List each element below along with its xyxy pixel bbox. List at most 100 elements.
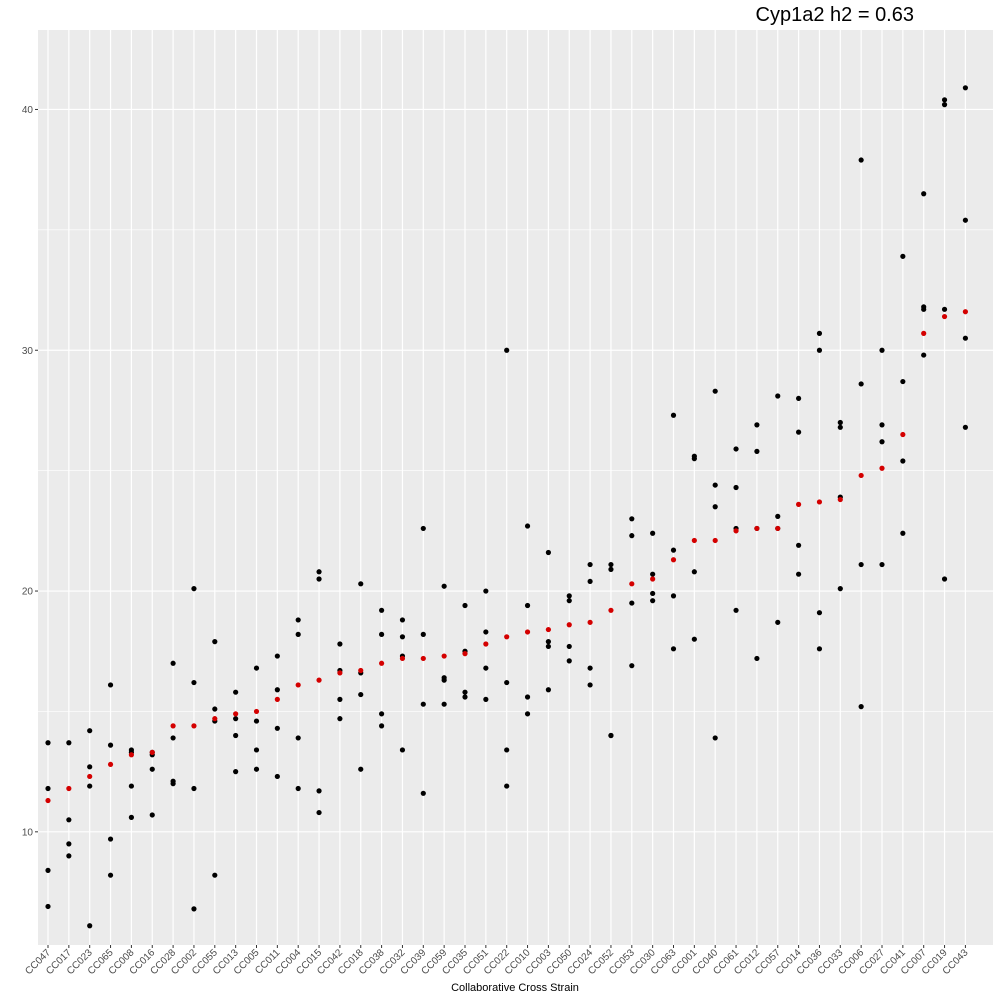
data-point: [45, 740, 51, 746]
mean-point: [462, 651, 468, 657]
mean-point: [87, 773, 93, 780]
data-point: [900, 530, 906, 536]
data-point: [941, 576, 948, 582]
data-point: [879, 347, 885, 353]
chart-title: Cyp1a2 h2 = 0.63: [756, 4, 914, 26]
data-point: [87, 728, 93, 734]
data-point: [733, 446, 739, 452]
data-point: [900, 378, 906, 385]
data-point: [670, 412, 677, 418]
mean-point: [420, 655, 426, 662]
mean-point: [962, 309, 969, 315]
data-point: [170, 781, 176, 787]
data-point: [420, 631, 426, 637]
data-point: [629, 663, 635, 669]
data-point: [879, 561, 885, 568]
mean-point: [107, 761, 114, 768]
data-point: [87, 783, 93, 789]
data-point: [274, 687, 280, 693]
data-point: [545, 639, 552, 645]
observed-points: [45, 85, 969, 929]
data-point: [191, 906, 197, 912]
data-point: [295, 617, 301, 623]
data-point: [295, 735, 301, 741]
data-point: [587, 561, 593, 568]
data-point: [816, 610, 823, 616]
data-point: [921, 352, 927, 358]
data-point: [420, 790, 426, 796]
data-point: [775, 393, 781, 399]
data-point: [566, 643, 572, 650]
data-point: [524, 523, 531, 529]
mean-point: [587, 619, 593, 625]
data-point: [858, 157, 864, 163]
data-point: [545, 687, 552, 693]
data-point: [399, 617, 406, 623]
data-point: [483, 665, 489, 671]
data-point: [796, 429, 802, 435]
data-point: [587, 665, 593, 671]
data-point: [233, 716, 239, 722]
mean-point: [816, 499, 823, 505]
data-point: [816, 347, 823, 353]
data-point: [775, 619, 781, 625]
data-point: [191, 785, 197, 792]
data-point: [483, 588, 489, 594]
data-point: [274, 773, 280, 780]
data-point: [462, 602, 468, 609]
data-point: [316, 809, 322, 816]
mean-point: [608, 607, 614, 613]
x-axis: CC047CC017CC023CC065CC008CC016CC028CC002…: [23, 945, 971, 977]
data-point: [253, 718, 260, 724]
data-point: [170, 660, 176, 666]
mean-point: [212, 716, 218, 722]
mean-point: [775, 525, 781, 532]
mean-point: [379, 660, 385, 666]
data-point: [212, 639, 218, 645]
data-point: [504, 747, 510, 753]
mean-point: [900, 431, 906, 438]
mean-point: [337, 670, 343, 676]
data-point: [754, 448, 760, 454]
data-point: [66, 841, 72, 847]
data-point: [379, 631, 385, 637]
data-point: [650, 530, 656, 536]
mean-point: [545, 626, 552, 633]
y-tick-label: 10: [22, 827, 34, 838]
data-point: [253, 766, 260, 772]
mean-point: [274, 696, 280, 702]
mean-point: [45, 797, 51, 804]
data-point: [816, 330, 823, 336]
data-point: [775, 513, 781, 519]
data-point: [504, 783, 510, 789]
data-point: [316, 569, 322, 575]
data-point: [420, 701, 426, 707]
data-point: [837, 424, 843, 430]
data-point: [233, 769, 239, 775]
data-point: [45, 903, 51, 910]
data-point: [358, 581, 364, 587]
data-point: [441, 677, 447, 683]
data-point: [650, 590, 656, 597]
data-point: [712, 482, 718, 488]
data-point: [420, 525, 426, 532]
data-point: [107, 682, 114, 688]
data-point: [879, 439, 885, 445]
y-tick-label: 40: [22, 105, 34, 116]
data-point: [545, 643, 552, 650]
data-point: [379, 711, 385, 717]
mean-point: [170, 723, 176, 729]
data-point: [754, 422, 760, 428]
mean-point: [733, 528, 739, 534]
mean-point: [358, 667, 364, 674]
mean-point: [524, 629, 531, 635]
mean-point: [796, 501, 802, 507]
data-point: [191, 679, 197, 686]
data-point: [670, 646, 677, 652]
data-point: [608, 561, 614, 568]
data-point: [45, 867, 51, 873]
data-point: [441, 583, 447, 589]
data-point: [858, 381, 864, 387]
mean-point: [66, 785, 72, 792]
